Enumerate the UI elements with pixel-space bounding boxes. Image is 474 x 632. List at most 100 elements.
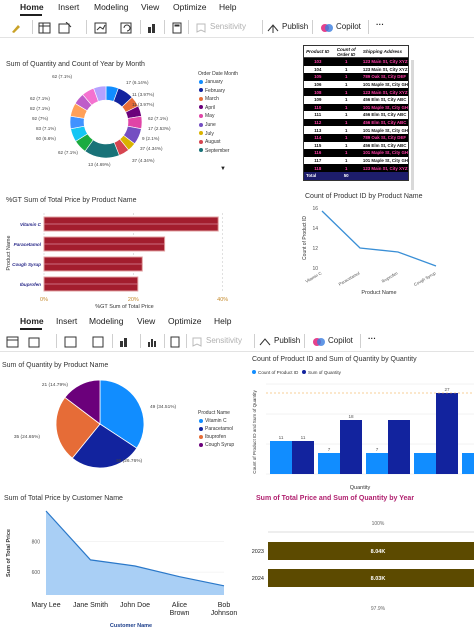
refresh-icon[interactable] xyxy=(120,21,134,34)
tab-modeling[interactable]: Modeling xyxy=(89,316,124,326)
copilot-button[interactable]: Copilot xyxy=(328,336,353,345)
donut-legend-item[interactable]: June xyxy=(199,122,216,128)
publish-button[interactable]: Publish xyxy=(274,336,301,345)
sensitivity-icon[interactable] xyxy=(194,21,208,33)
tab-view[interactable]: View xyxy=(141,2,160,12)
donut-legend-item[interactable]: March xyxy=(199,96,219,102)
table-icon[interactable] xyxy=(38,21,52,34)
tab-optimize[interactable]: Optimize xyxy=(168,316,202,326)
pie-legend-item[interactable]: Vitamin C xyxy=(199,418,227,424)
tab-insert[interactable]: Insert xyxy=(58,2,80,12)
tab-help[interactable]: Help xyxy=(219,2,237,12)
year-bar[interactable] xyxy=(268,542,474,560)
table-scrollbar[interactable] xyxy=(411,60,414,190)
table-row[interactable]: 114 1 789 Oak St, City DEF xyxy=(304,133,408,142)
tab-view[interactable]: View xyxy=(137,316,156,326)
calculator-icon[interactable] xyxy=(170,21,184,34)
copilot-icon[interactable] xyxy=(312,335,326,347)
refresh-icon[interactable] xyxy=(92,335,106,348)
table-row[interactable]: 104 1 123 Main St, City XYZ xyxy=(304,65,408,74)
table-row[interactable]: 105 1 789 Oak St, City DEF xyxy=(304,73,408,81)
tab-modeling[interactable]: Modeling xyxy=(94,2,129,12)
tab-help[interactable]: Help xyxy=(214,316,232,326)
transform-icon[interactable] xyxy=(64,335,78,348)
donut-slice[interactable] xyxy=(93,85,107,102)
table-icon[interactable] xyxy=(6,335,20,348)
pie-slice[interactable] xyxy=(55,396,101,459)
get-data-icon[interactable] xyxy=(28,335,42,348)
pie-slice[interactable] xyxy=(71,423,138,469)
get-data-icon[interactable] xyxy=(58,21,72,34)
table-row[interactable]: 115 1 456 Elm St, City ABC xyxy=(304,141,408,150)
column-legend-item[interactable]: Count of Product ID xyxy=(258,370,299,375)
pie-slice[interactable] xyxy=(64,379,101,425)
column-bar[interactable] xyxy=(414,453,436,474)
more-options-button[interactable]: ··· xyxy=(376,20,384,29)
column-bar[interactable] xyxy=(340,420,362,474)
pie-legend-item[interactable]: Cough Syrup xyxy=(199,442,234,448)
legend-scroll-down-icon[interactable]: ▼ xyxy=(220,166,226,172)
table-row[interactable]: 111 1 456 Elm St, City ABC xyxy=(304,111,408,119)
donut-legend-item[interactable]: July xyxy=(199,131,214,137)
header-shipping-address[interactable]: Shipping Address xyxy=(362,49,403,54)
tab-home[interactable]: Home xyxy=(20,316,44,326)
table-row[interactable]: 106 1 101 Maple St, City GHI xyxy=(304,80,408,89)
transform-icon[interactable] xyxy=(94,21,108,34)
tab-home[interactable]: Home xyxy=(20,2,44,12)
area-fill[interactable] xyxy=(46,511,224,595)
chart-icon[interactable] xyxy=(146,335,160,347)
sensitivity-icon[interactable] xyxy=(190,335,204,347)
pie-legend-item[interactable]: Ibuprofen xyxy=(199,434,226,440)
column-bar[interactable] xyxy=(462,453,474,474)
column-bar[interactable] xyxy=(318,453,340,474)
donut-data-label: 62 (7.1%) xyxy=(58,150,78,155)
copilot-button[interactable]: Copilot xyxy=(336,22,361,31)
more-options-button[interactable]: ··· xyxy=(368,334,376,343)
donut-data-label: 83 (7.1%) xyxy=(36,126,56,131)
column-bar[interactable] xyxy=(388,420,410,474)
publish-icon[interactable] xyxy=(266,21,280,33)
legend-swatch xyxy=(252,370,256,374)
column-bar[interactable] xyxy=(366,453,388,474)
year-bar[interactable] xyxy=(268,569,474,587)
copilot-icon[interactable] xyxy=(320,21,334,33)
donut-legend-item[interactable]: February xyxy=(199,88,225,94)
donut-legend-item[interactable]: May xyxy=(199,113,214,119)
pie-legend-item[interactable]: Paracetamol xyxy=(199,426,233,432)
header-product-id[interactable]: Product ID xyxy=(306,49,330,54)
donut-legend-item[interactable]: August xyxy=(199,139,221,145)
line-series[interactable] xyxy=(321,210,437,267)
publish-button[interactable]: Publish xyxy=(282,22,309,31)
donut-legend-item[interactable]: April xyxy=(199,105,215,111)
table-row[interactable]: 118 1 123 Main St, City XYZ xyxy=(304,164,408,172)
table-row[interactable]: 116 1 101 Maple St, City GHI xyxy=(304,149,408,157)
x-tick-label: Mary Lee xyxy=(31,602,60,609)
header-count-order-id[interactable]: Count of Order ID xyxy=(336,46,356,57)
column-bar[interactable] xyxy=(292,441,314,474)
column-data-label: 7 xyxy=(328,447,331,452)
column-bar[interactable] xyxy=(270,441,292,474)
sensitivity-label[interactable]: Sensitivity xyxy=(206,336,243,345)
donut-legend-item[interactable]: January xyxy=(199,79,223,85)
area-line[interactable] xyxy=(45,510,225,587)
table-row[interactable]: 117 1 101 Maple St, City GHI xyxy=(304,156,408,165)
donut-legend-item[interactable]: September xyxy=(199,148,229,154)
tab-optimize[interactable]: Optimize xyxy=(173,2,207,12)
calculator-icon[interactable] xyxy=(168,335,182,348)
table-row[interactable]: 110 1 101 Maple St, City GHI xyxy=(304,103,408,112)
column-legend-item[interactable]: Sum of Quantity xyxy=(308,370,342,375)
sensitivity-label[interactable]: Sensitivity xyxy=(210,22,247,31)
table-row[interactable]: 109 1 456 Elm St, City ABC xyxy=(304,95,408,104)
table-row[interactable]: 112 1 456 Elm St, City ABC xyxy=(304,118,408,127)
table-row[interactable]: 113 1 101 Maple St, City GHI xyxy=(304,126,408,134)
cell-product-id: 105 xyxy=(314,74,322,80)
format-painter-icon[interactable] xyxy=(10,21,24,33)
table-row[interactable]: 103 1 123 Main St, City XYZ xyxy=(304,58,408,66)
publish-icon[interactable] xyxy=(258,335,272,347)
table-row[interactable]: 108 1 123 Main St, City XYZ xyxy=(304,88,408,96)
x-tick-label: Paracetamol xyxy=(338,271,361,287)
column-bar[interactable] xyxy=(436,393,458,474)
new-visual-icon[interactable] xyxy=(146,21,160,33)
tab-insert[interactable]: Insert xyxy=(56,316,78,326)
new-visual-icon[interactable] xyxy=(118,335,132,347)
